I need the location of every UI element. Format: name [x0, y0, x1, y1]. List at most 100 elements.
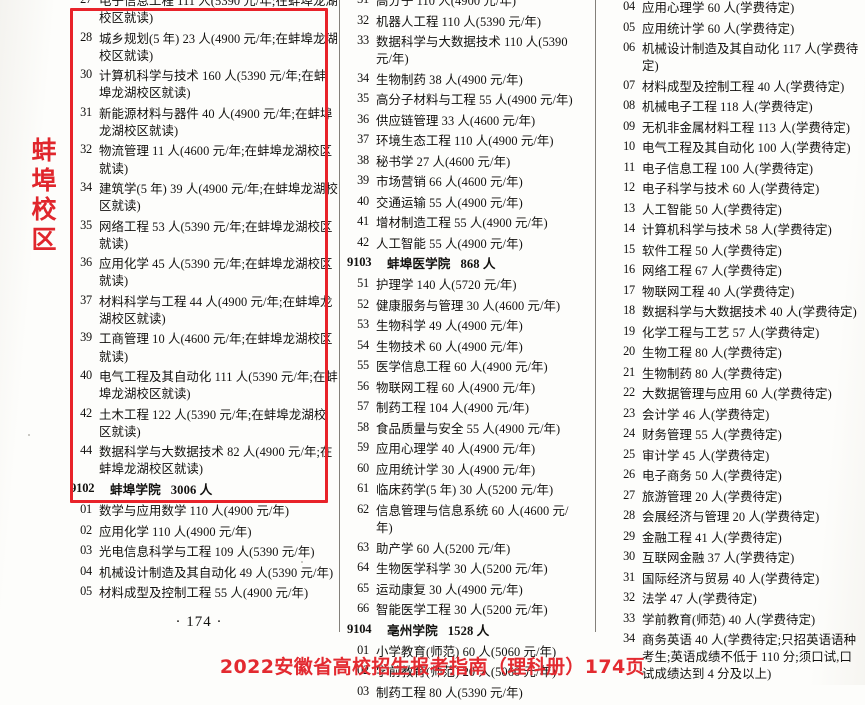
major-row: 42 人工智能 55 人(4900 元/年): [347, 235, 581, 253]
major-description: 建筑学(5 年) 39 人(4900 元/年;在蚌埠龙湖校区就读): [99, 182, 338, 214]
major-description: 应用化学 45 人(5390 元/年;在蚌埠龙湖校区就读): [99, 257, 333, 289]
footer-caption: 2022安徽省高校招生报考指南（理科册）174页: [219, 656, 646, 678]
campus-annotation-label: 蚌埠校区: [28, 136, 60, 254]
major-code: 13: [623, 200, 635, 215]
major-code: 22: [623, 385, 635, 400]
major-code: 16: [623, 262, 635, 277]
major-row: 35 网络工程 53 人(5390 元/年;在蚌埠龙湖校区就读): [70, 217, 338, 253]
major-code: 37: [80, 292, 92, 307]
major-code: 55: [357, 358, 369, 373]
major-code: 27: [70, 0, 99, 5]
major-row: 20 生物工程 80 人(学费待定): [613, 345, 863, 362]
major-description: 网络工程 67 人(学费待定): [642, 264, 782, 279]
school-name: 亳州学院: [387, 623, 438, 638]
major-description: 光电信息科学与工程 109 人(5390 元/年): [99, 545, 315, 560]
major-row: 22 大数据管理与应用 60 人(学费待定): [613, 386, 863, 403]
major-code: 29: [623, 528, 635, 543]
major-description: 工商管理 10 人(4600 元/年;在蚌埠龙湖校区就读): [99, 332, 333, 364]
major-row: 56 物联网工程 60 人(4900 元/年): [347, 380, 581, 397]
major-description: 运动康复 30 人(4900 元/年): [376, 582, 523, 597]
school-name-and-quota: 蚌埠学院 3006 人: [110, 482, 338, 499]
major-description: 学前教育(师范) 40 人(学费待定): [642, 612, 816, 627]
major-row: 41 增材制造工程 55 人(4900 元/年): [347, 215, 581, 232]
major-row: 57 制药工程 104 人(4900 元/年): [347, 400, 581, 417]
major-row: 24 财务管理 55 人(学费待定): [613, 427, 863, 444]
major-description: 生物技术 60 人(4900 元/年): [376, 339, 523, 354]
school-header-row: 9103 蚌埠医学院 868 人: [347, 256, 581, 273]
major-row: 38 秘书学 27 人(4600 元/年): [347, 153, 581, 171]
major-code: 01: [80, 502, 92, 517]
major-row: 60 应用统计学 30 人(4900 元/年): [347, 462, 581, 479]
school-quota: 868 人: [460, 257, 496, 272]
major-description: 学前教育(师范) 20 人(5060 元/年): [376, 665, 557, 680]
column-right: 04 应用心理学 60 人(学费待定) 05 应用统计学 60 人(学费待定) 06 机械…: [613, 0, 863, 687]
major-description: 会计学 46 人(学费待定): [642, 407, 770, 422]
major-description: 生物科学 49 人(4900 元/年): [376, 319, 523, 334]
major-code: 34: [623, 631, 635, 646]
major-code: 28: [623, 508, 635, 523]
major-row: 29 金融工程 41 人(学费待定): [613, 528, 863, 547]
major-row: 05 材料成型及控制工程 55 人(4900 元/年): [70, 585, 338, 602]
major-description: 高分子材料与工程 55 人(4900 元/年): [376, 93, 573, 108]
major-row: 39 工商管理 10 人(4600 元/年;在蚌埠龙湖校区就读): [70, 331, 338, 365]
major-row: 64 生物医学科学 30 人(5200 元/年): [347, 561, 581, 578]
major-description: 机器人工程 110 人(5390 元/年): [376, 14, 542, 29]
major-code: 56: [357, 378, 369, 393]
school-name-and-quota: 亳州学院 1528 人: [387, 623, 581, 640]
major-row: 14 计算机科学与技术 58 人(学费待定): [613, 222, 863, 239]
major-description: 金融工程 41 人(学费待定): [642, 530, 782, 545]
major-row: 34 建筑学(5 年) 39 人(4900 元/年;在蚌埠龙湖校区就读): [70, 181, 338, 215]
major-row: 52 健康服务与管理 30 人(4600 元/年): [347, 298, 581, 315]
major-row: 36 供应链管理 33 人(4600 元/年): [347, 111, 581, 130]
school-header-row: 9104 亳州学院 1528 人: [347, 622, 581, 640]
major-row: 63 助产学 60 人(5200 元/年): [347, 540, 581, 558]
major-code: 31: [347, 0, 376, 5]
major-description: 数学与应用数学 110 人(4900 元/年): [99, 504, 290, 519]
major-row: 19 化学工程与工艺 57 人(学费待定): [613, 324, 863, 342]
major-description: 制药工程 80 人(5390 元/年): [376, 685, 523, 700]
major-code: 36: [80, 255, 92, 270]
major-code: 11: [623, 159, 636, 174]
major-code: 07: [623, 77, 635, 92]
major-code: 15: [623, 241, 635, 256]
major-code: 21: [623, 364, 635, 379]
major-description: 生物工程 80 人(学费待定): [642, 346, 782, 361]
major-description: 机械设计制造及其自动化 117 人(学费待定): [642, 42, 859, 74]
major-row: 54 生物技术 60 人(4900 元/年): [347, 339, 581, 356]
school-code: 9103: [347, 255, 372, 270]
major-row: 42 土木工程 122 人(5390 元/年;在蚌埠龙湖校区就读): [70, 406, 338, 441]
scan-speck: [28, 434, 30, 436]
major-row: 07 材料成型及控制工程 40 人(学费待定): [613, 77, 863, 96]
major-code: 25: [623, 446, 635, 461]
major-code: 01: [357, 642, 369, 657]
major-row: 53 生物科学 49 人(4900 元/年): [347, 318, 581, 335]
major-description: 大数据管理与应用 60 人(学费待定): [642, 387, 832, 402]
major-code: 35: [80, 217, 92, 232]
major-code: 66: [357, 601, 369, 616]
major-row: 44 数据科学与大数据技术 82 人(4900 元/年;在蚌埠龙湖校区就读): [70, 444, 338, 478]
major-row: 31 新能源材料与器件 40 人(4900 元/年;在蚌埠龙湖校区就读): [70, 106, 338, 140]
major-code: 03: [80, 543, 92, 558]
major-code: 40: [80, 368, 92, 383]
major-description: 市场营销 66 人(4600 元/年): [376, 175, 523, 190]
major-description: 国际经济与贸易 40 人(学费待定): [642, 571, 820, 586]
major-description: 应用化学 110 人(4900 元/年): [99, 524, 252, 539]
major-code: 39: [357, 173, 369, 188]
major-code: 36: [357, 111, 369, 126]
major-description: 商务英语 40 人(学费待定;只招英语语种考生;英语成绩不低于 110 分;须口…: [642, 633, 857, 682]
major-row: 11 电子信息工程 100 人(学费待定): [613, 159, 863, 178]
major-description: 食品质量与安全 55 人(4900 元/年): [376, 421, 561, 436]
page-number: · 174 ·: [175, 614, 223, 630]
major-code: 05: [80, 584, 92, 599]
column-left: 27电子信息工程 111 人(5390 元/年;在蚌埠龙湖校区就读) 28 城乡规划…: [70, 0, 338, 606]
major-description: 高分子 110 人(4900 元/年): [376, 0, 517, 8]
major-description: 人工智能 50 人(学费待定): [642, 202, 782, 217]
major-code: 32: [623, 590, 635, 605]
major-description: 数据科学与大数据技术 40 人(学费待定): [642, 305, 857, 320]
major-row: 51 护理学 140 人(5720 元/年): [347, 277, 581, 294]
school-name-and-quota: 蚌埠医学院 868 人: [387, 256, 581, 273]
major-description: 助产学 60 人(5200 元/年): [376, 541, 511, 556]
major-code: 53: [357, 317, 369, 332]
major-description: 生物医学科学 30 人(5200 元/年): [376, 562, 548, 577]
